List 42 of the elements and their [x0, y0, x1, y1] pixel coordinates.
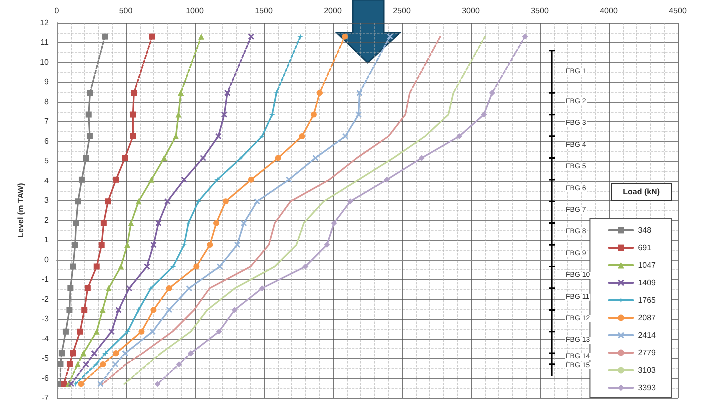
y-tick-label: -3 [42, 314, 50, 324]
legend-title: Load (kN) [623, 188, 660, 196]
legend-label: 2087 [638, 314, 657, 322]
y-tick-label: 1 [44, 236, 50, 245]
legend-label: 3103 [638, 366, 657, 375]
y-tick-label: 11 [40, 38, 50, 48]
y-tick-label: 4 [44, 176, 50, 186]
y-tick-label: -5 [42, 354, 50, 364]
x-tick-label: 4000 [600, 6, 618, 16]
y-tick-label: -1 [42, 275, 50, 284]
y-axis-title: Level (m TAW) [16, 182, 26, 238]
legend-label: 1765 [638, 296, 657, 305]
y-tick-label: 9 [44, 78, 50, 87]
y-tick-label: 12 [40, 18, 50, 28]
legend-label: 3393 [638, 384, 657, 392]
legend-label: 348 [638, 226, 652, 235]
x-tick-label: 2000 [324, 6, 342, 16]
legend-label: 2779 [638, 348, 657, 358]
x-tick-label: 1500 [255, 6, 274, 16]
legend-label: 1047 [638, 261, 657, 270]
x-tick-label: 0 [54, 6, 60, 16]
x-tick-label: 3000 [462, 6, 480, 16]
y-tick-label: 10 [40, 58, 50, 67]
y-tick-label: 2 [44, 216, 50, 225]
legend-label: 691 [638, 244, 652, 252]
y-tick-label: 8 [44, 97, 50, 106]
y-tick-label: 7 [44, 117, 50, 126]
x-tick-label: 1000 [186, 6, 204, 16]
y-tick-label: 5 [44, 156, 50, 166]
x-tick-label: 4500 [669, 6, 688, 16]
y-tick-label: 6 [44, 136, 50, 146]
y-tick-label: -6 [42, 374, 50, 383]
y-tick-label: -7 [42, 394, 50, 402]
y-tick-label: -4 [42, 334, 50, 344]
x-tick-label: 500 [119, 6, 134, 16]
y-tick-label: 3 [44, 196, 50, 206]
x-tick-label: 2500 [393, 6, 412, 16]
legend-label: 2414 [638, 331, 657, 340]
legend-label: 1409 [638, 278, 657, 288]
x-tick-label: 3500 [531, 6, 550, 16]
y-tick-label: 0 [44, 255, 50, 264]
y-tick-label: -2 [42, 294, 50, 304]
